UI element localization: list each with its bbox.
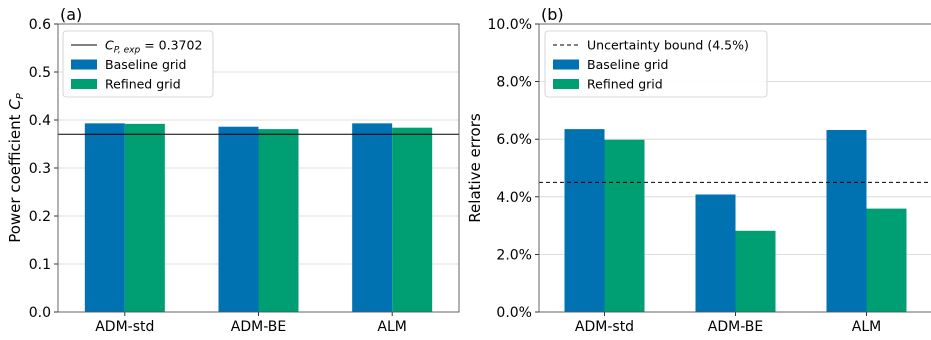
a-legend-swatch-baseline-grid <box>71 59 97 70</box>
a-xtick-label-2: ALM <box>377 319 406 335</box>
b-xtick-label-1: ADM-BE <box>708 319 763 335</box>
b-legend-label-baseline-grid: Baseline grid <box>587 57 668 72</box>
a-legend-label-baseline-grid: Baseline grid <box>105 57 186 72</box>
b-bar-refined-grid-adm-be <box>735 230 776 312</box>
a-y-axis-label: Power coefficient CP <box>6 92 26 243</box>
a-bar-refined-grid-alm <box>392 127 433 313</box>
b-ytick-label-3: 6.0% <box>496 132 532 148</box>
a-legend-swatch-refined-grid <box>71 79 97 89</box>
a-ytick-label-1: 0.1 <box>29 257 51 273</box>
a-panel-label: (a) <box>60 5 82 24</box>
panel-a-chart: 0.0 0.1 0.2 0.3 0.4 0.5 0.6 ADM-std ADM-BE ALM (a)… <box>6 5 460 335</box>
b-legend-swatch-refined-grid <box>553 79 579 89</box>
a-bar-baseline-grid-adm-be <box>218 126 259 312</box>
b-legend-swatch-baseline-grid <box>553 59 579 70</box>
a-legend-box <box>62 30 214 98</box>
a-bar-baseline-grid-adm-std <box>84 123 125 312</box>
b-bar-baseline-grid-adm-std <box>564 129 605 312</box>
b-legend-label-refined-grid: Refined grid <box>587 77 663 92</box>
a-ytick-label-2: 0.2 <box>29 209 51 225</box>
a-xtick-label-1: ADM-BE <box>231 319 286 335</box>
b-ytick-label-0: 0.0% <box>496 305 532 321</box>
b-y-axis-label: Relative errors <box>466 113 484 223</box>
a-axes-frame <box>57 23 460 313</box>
a-bar-baseline-grid-alm <box>352 123 393 312</box>
b-ytick-label-5: 10.0% <box>488 17 532 33</box>
panel-b-chart: 0.0% 2.0% 4.0% 6.0% 8.0% 10.0% ADM-std ADM-BE AL… <box>466 5 931 335</box>
a-bar-refined-grid-adm-be <box>258 129 299 312</box>
a-ytick-label-3: 0.3 <box>29 161 51 177</box>
b-bar-baseline-grid-adm-be <box>695 194 736 312</box>
b-legend-box <box>544 30 768 98</box>
b-bar-refined-grid-adm-std <box>604 139 645 312</box>
a-ytick-label-6: 0.6 <box>29 17 51 33</box>
b-bar-refined-grid-alm <box>866 208 907 312</box>
b-xtick-label-2: ALM <box>852 319 881 335</box>
b-panel-label: (b) <box>541 5 564 24</box>
b-axes-frame <box>538 23 931 313</box>
a-xtick-label-0: ADM-std <box>95 319 154 335</box>
b-ytick-label-2: 4.0% <box>496 190 532 206</box>
a-bar-refined-grid-adm-std <box>124 123 165 312</box>
b-xtick-label-0: ADM-std <box>575 319 634 335</box>
b-ytick-label-1: 2.0% <box>496 247 532 263</box>
b-legend-ref-label: Uncertainty bound (4.5%) <box>587 38 749 53</box>
a-ytick-label-0: 0.0 <box>29 305 51 321</box>
a-legend-ref-label: CP, exp = 0.3702 <box>105 38 202 56</box>
a-ytick-label-4: 0.4 <box>29 113 51 129</box>
a-legend-label-refined-grid: Refined grid <box>105 77 181 92</box>
b-bar-baseline-grid-alm <box>826 129 867 312</box>
b-ytick-label-4: 8.0% <box>496 75 532 91</box>
a-ytick-label-5: 0.5 <box>29 65 51 81</box>
